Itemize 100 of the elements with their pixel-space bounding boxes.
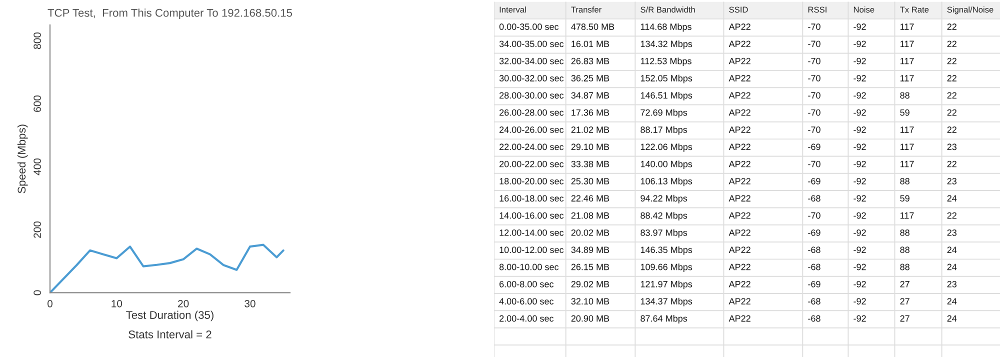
text: 24 [947,298,957,304]
text: AP22 [728,264,750,270]
text: 29.02 MB [571,280,610,288]
text: 26.15 MB [571,264,610,270]
text: AP22 [728,160,750,168]
text: 152.05 Mbps [640,74,692,84]
text: 32.00-34.00 sec [499,58,564,64]
text: 88 [900,178,910,184]
text: AP22 [728,40,750,48]
text: 4.00-6.00 sec [499,298,554,305]
line-series [50,244,284,293]
category-label: Interval [500,6,526,13]
text: 24 [947,246,957,253]
text: AP22 [728,75,750,82]
text: 117 [900,160,914,168]
text: -92 [854,246,866,254]
text: AP22 [728,298,750,304]
text: 27 [900,315,910,322]
text: 22 [947,126,956,133]
text: -70 [808,58,820,64]
text: AP22 [728,280,750,288]
text: 146.35 Mbps [640,246,692,255]
text: -68 [808,195,820,202]
text: -92 [854,229,866,236]
category-label: S/R Bandwidth [640,6,695,13]
text: 117 [900,58,914,64]
text: 17.36 MB [572,109,610,116]
text: 134.37 Mbps [640,298,692,306]
text: -92 [854,109,866,116]
text: -92 [854,144,866,150]
text: 21.08 MB [571,212,610,219]
text: -92 [854,24,866,30]
text: -92 [854,315,866,322]
y-tick-label: 600 [34,95,41,112]
text: Stats Interval = 2 [128,330,212,338]
text: 21.02 MB [571,126,610,133]
text: -70 [808,92,820,99]
x-tick-label: 20 [178,300,189,308]
text: 29.10 MB [571,144,610,150]
text: 59 [900,109,910,116]
text: 22 [947,24,956,30]
text: 72.69 Mbps [640,109,688,118]
category-label: Transfer [571,6,602,13]
text: AP22 [728,92,750,98]
text: AP22 [728,109,750,116]
text: 6.00-8.00 sec [500,280,554,288]
text: -92 [854,212,866,219]
text: 28.00-30.00 sec [500,92,564,99]
text: 112.53 Mbps [640,58,692,66]
text: 14.00-16.00 sec [500,212,564,219]
text: AP22 [728,144,750,150]
text: 20.02 MB [571,229,610,236]
text: -70 [808,109,820,116]
text: 22 [947,92,956,98]
text: AP22 [728,229,750,236]
text: 34.89 MB [571,246,610,254]
text: 22 [947,58,956,64]
text: 114.68 Mbps [640,23,692,32]
text: 88.17 Mbps [640,126,688,135]
text: 117 [900,40,914,48]
text: 117 [900,212,914,219]
text: 88.42 Mbps [640,212,688,220]
text: 117 [900,75,914,82]
text: -92 [854,58,866,64]
text: -92 [854,75,866,82]
text: 106.13 Mbps [640,178,692,186]
text: -92 [854,92,866,99]
text: 18.00-20.00 sec [500,178,564,184]
text: 117 [900,144,914,150]
text: 24 [947,195,957,202]
text: 22 [947,212,956,219]
text: -92 [854,40,866,48]
text: AP22 [728,24,750,30]
chart-title: TCP Test, From This Computer To 192.168.50.15 [48,8,292,19]
text: -68 [808,246,820,254]
text: AP22 [728,126,750,133]
text: -68 [808,315,820,322]
text: 24 [947,315,957,322]
text: 20.90 MB [571,315,610,322]
text: 27 [900,298,910,304]
text: 23 [947,178,957,184]
text: 26.00-28.00 sec [500,109,564,116]
text: 87.64 Mbps [640,315,688,324]
text: -70 [808,40,820,48]
y-tick-label: 800 [34,32,41,49]
category-label: SSID [729,6,748,13]
text: 25.30 MB [571,178,610,184]
text: 478.50 MB [571,24,614,30]
text: 30.00-32.00 sec [499,75,564,82]
text: 10.00-12.00 sec [500,246,564,254]
text: 88 [900,92,910,99]
text: AP22 [728,212,750,219]
text: 122.06 Mbps [640,143,692,152]
text: 24 [947,264,957,270]
text: -92 [854,178,866,184]
category-label: RSSI [808,6,826,13]
text: -92 [854,126,866,133]
text: 134.32 Mbps [640,40,692,49]
text: -70 [808,160,820,168]
x-tick-label: 0 [48,300,52,308]
